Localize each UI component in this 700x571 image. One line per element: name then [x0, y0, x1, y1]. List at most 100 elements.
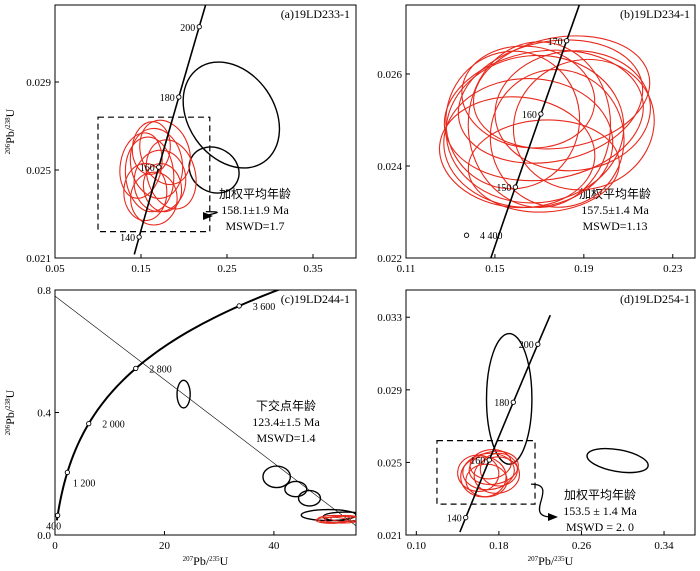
panel-c-ytick-label: 0.4	[37, 408, 51, 420]
panel-c-concordia-age-marker	[64, 469, 71, 475]
panel-d-concordia-age-marker	[535, 341, 541, 347]
panel-c-xlabel: 207Pb/235U	[183, 554, 229, 568]
panel-c-black-ellipse-3	[297, 489, 322, 507]
panel-d-xtick-label: 0.26	[572, 540, 592, 552]
panel-d-black-ellipse-0	[485, 332, 533, 465]
panel-c-plot-area	[55, 290, 356, 527]
panel-b-concordia-age-marker	[563, 38, 570, 44]
panel-b-red-ellipse-11	[512, 58, 655, 191]
panel-c-xtick-label: 20	[159, 540, 171, 552]
panel-c-ytick-label: 0.0	[37, 530, 51, 542]
panel-d-concordia-age-marker	[486, 457, 492, 463]
panel-a-red-ellipse-7	[145, 139, 197, 210]
panel-a-concordia-age-marker	[136, 234, 142, 240]
panel-b-xtick-label: 0.19	[574, 263, 594, 275]
panel-b-red-ellipse-9	[461, 45, 596, 149]
panel-c-concordia-age-marker	[236, 303, 242, 309]
panel-a-red-ellipse-6	[130, 171, 178, 226]
panel-b-ytick-label: 0.024	[377, 161, 402, 173]
panel-b: (b)19LD234-1 加权平均年龄 157.5±1.4 Ma MSWD=1.…	[377, 4, 696, 275]
panel-a-ytick-label: 0.029	[26, 77, 51, 89]
panel-d-title: (d)19LD254-1	[620, 292, 690, 306]
panel-c-concordia-age-marker	[463, 232, 470, 238]
panel-d-frame	[405, 289, 696, 536]
panel-d-selection-box	[436, 440, 536, 505]
panel-c-concordia-curve	[55, 290, 281, 521]
panel-c-red-ellipse-3	[330, 514, 356, 523]
panel-a-red-ellipse-1	[124, 136, 175, 213]
panel-d-red-ellipse-4	[473, 456, 521, 494]
panel-a-annotation-line-3: MSWD=1.7	[225, 219, 284, 233]
panel-c-concordia-age-label: 2 800	[149, 364, 172, 375]
panel-a-concordia-age-label: 160	[140, 163, 155, 174]
panel-d-xtick-label: 0.10	[407, 540, 427, 552]
panel-a-red-ellipse-9	[142, 162, 183, 213]
panel-d-red-ellipse-0	[462, 452, 515, 491]
panel-c-ylabel: 206Pb/238U	[3, 389, 17, 435]
panel-c-black-ellipse-4	[300, 508, 356, 522]
panel-b-ytick-label: 0.026	[377, 69, 402, 81]
panel-d-arrow-head	[548, 513, 558, 521]
panel-b-xtick-label: 0.15	[485, 263, 505, 275]
panel-a-annotation-line-2: 158.1±1.9 Ma	[221, 203, 289, 217]
panel-d-ytick-label: 0.025	[377, 457, 402, 469]
panel-c-ytick-label: 0.8	[37, 285, 51, 297]
panel-b-concordia-age-label: 150	[496, 183, 511, 194]
panel-d-red-ellipse-7	[479, 452, 519, 487]
panel-c-concordia-age-label: 3 600	[253, 302, 276, 313]
panel-d-xtick-label: 0.18	[489, 540, 509, 552]
panel-c-concordia-age-label: 400	[46, 521, 61, 532]
panel-a-concordia-age-label: 140	[120, 233, 135, 244]
panel-a-selection-box	[97, 116, 211, 233]
panel-d-arrow	[531, 483, 553, 518]
panel-b-red-ellipse-12	[445, 50, 581, 190]
panel-d-concordia-age-label: 160	[470, 456, 485, 467]
panel-b-red-ellipse-4	[472, 35, 651, 150]
panel-c-concordia-age-marker	[54, 512, 61, 519]
panel-b-frame	[405, 4, 696, 259]
panel-c-concordia-age-marker	[133, 365, 139, 372]
panel-b-ytick-label: 0.022	[377, 253, 402, 265]
panel-c-black-ellipse-2	[284, 480, 308, 498]
panel-b-red-ellipse-1	[445, 54, 625, 204]
panel-a-title: (a)19LD233-1	[281, 7, 350, 21]
panel-a-red-ellipse-3	[123, 162, 168, 222]
panel-b-concordia-age-marker	[538, 111, 544, 117]
panel-d-concordia-age-marker	[463, 515, 469, 521]
panel-b-annotation-line-2: 157.5±1.4 Ma	[581, 203, 649, 217]
panel-c-xtick-label: 40	[268, 540, 280, 552]
panel-d-concordia-age-marker	[510, 399, 516, 405]
panel-b-xtick-label: 0.11	[397, 263, 416, 275]
panel-b-title: (b)19LD234-1	[620, 7, 690, 21]
panel-d-ytick-label: 0.021	[377, 530, 402, 542]
svg-text:206Pb/238U: 206Pb/238U	[3, 108, 17, 154]
panel-b-red-ellipse-8	[494, 50, 651, 172]
panel-a-concordia-age-label: 180	[160, 93, 175, 104]
panel-a-red-ellipse-2	[133, 149, 187, 213]
panel-a-xtick-label: 0.15	[131, 263, 151, 275]
panel-c: (c)19LD244-1 下交点年龄 123.4±1.5 Ma MSWD=1.4…	[3, 231, 503, 568]
panel-c-concordia-age-marker	[86, 420, 92, 427]
panel-c-title: (c)19LD244-1	[281, 292, 350, 306]
panel-d-annotation-line-3: MSWD = 2. 0	[566, 520, 634, 534]
panel-b-red-ellipse-7	[489, 69, 625, 208]
panel-d: (d)19LD254-1 加权平均年龄 153.5 ± 1.4 Ma MSWD …	[377, 289, 696, 568]
panel-a-frame	[54, 4, 357, 259]
svg-text:206Pb/238U: 206Pb/238U	[3, 389, 17, 435]
panel-b-concordia-curve	[489, 5, 581, 258]
panel-a-black-ellipse-0	[182, 61, 281, 169]
panel-c-annotation-line-3: MSWD=1.4	[256, 431, 315, 445]
panel-a-red-ellipse-8	[131, 121, 171, 175]
panel-a-concordia-curve	[133, 5, 207, 255]
panel-b-red-ellipse-10	[467, 119, 620, 213]
panel-a-plot-area	[119, 5, 281, 255]
panel-d-red-ellipse-5	[465, 463, 508, 498]
panel-d-ytick-label: 0.033	[377, 312, 402, 324]
panel-b-red-ellipse-5	[467, 41, 612, 208]
panel-a-xtick-label: 0.25	[217, 263, 237, 275]
panel-c-concordia-age-label: 4 400	[480, 231, 503, 242]
panel-a-ytick-label: 0.025	[26, 165, 51, 177]
panel-c-black-ellipse-0	[176, 379, 191, 409]
panel-d-concordia-age-label: 180	[494, 398, 509, 409]
